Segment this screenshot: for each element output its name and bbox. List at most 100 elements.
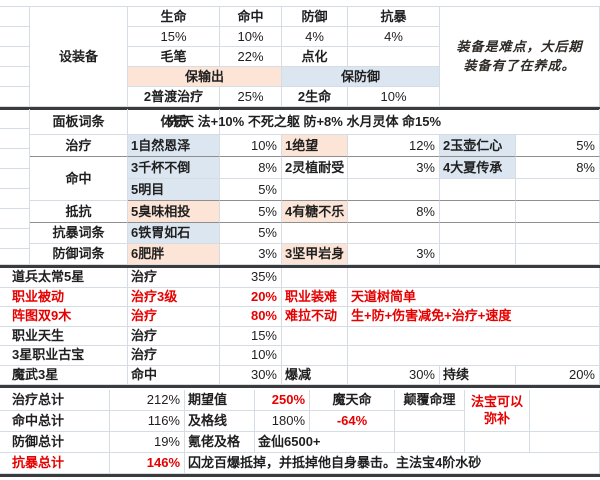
total-value[interactable]: 116% (110, 411, 185, 432)
value-cell[interactable]: 5% (220, 201, 282, 223)
trait-cell[interactable]: 5臭味相投 (128, 201, 220, 223)
panel-header-long[interactable]: 先天 法+10% 不死之躯 防+8% 水月灵体 命15% (168, 109, 600, 135)
trait-cell[interactable]: 2玉壶仁心 (440, 135, 516, 157)
value-cell[interactable]: 20% (220, 287, 282, 307)
value-cell[interactable]: 8% (220, 157, 282, 179)
delta-cell[interactable]: -64% (310, 411, 395, 432)
value-cell[interactable]: 15% (220, 326, 282, 346)
band-keep-output[interactable]: 保输出 (128, 67, 282, 87)
note-line-2: 装备有了在养成。 (463, 58, 576, 73)
source-label[interactable]: 职业天生 (0, 326, 128, 346)
trait-cell[interactable]: 5明目 (128, 179, 220, 201)
metric-value[interactable]: 180% (255, 411, 310, 432)
metric-value[interactable]: 250% (255, 390, 310, 411)
empty-cell (282, 179, 348, 201)
row-label[interactable]: 抗暴词条 (30, 223, 128, 244)
source-stat[interactable]: 治疗3级 (128, 287, 220, 307)
source-stat[interactable]: 治疗 (128, 326, 220, 346)
source-note[interactable]: 天道树简单 (348, 287, 600, 307)
trait-cell[interactable]: 3千杯不倒 (128, 157, 220, 179)
total-value[interactable]: 212% (110, 390, 185, 411)
extra-stat-label[interactable]: 持续 (440, 365, 516, 385)
value-cell[interactable]: 20% (516, 365, 600, 385)
row-label[interactable]: 命中 (30, 157, 128, 201)
value-cell[interactable]: 30% (220, 365, 282, 385)
header-life[interactable]: 生命 (128, 7, 220, 27)
source-stat[interactable]: 治疗 (128, 346, 220, 366)
equip-name-cell[interactable]: 毛笔 (128, 47, 220, 67)
band-keep-defense[interactable]: 保防御 (282, 67, 440, 87)
remedy-note[interactable]: 法宝可以 弥补 (465, 390, 530, 432)
value-cell[interactable]: 35% (220, 268, 282, 288)
empty-cell (348, 223, 440, 244)
equip-name-cell[interactable]: 2生命 (282, 87, 348, 107)
total-value[interactable]: 146% (110, 453, 185, 474)
row-label[interactable]: 防御词条 (30, 244, 128, 265)
trait-cell[interactable]: 6肥胖 (128, 244, 220, 265)
value-cell[interactable]: 5% (220, 223, 282, 244)
total-label[interactable]: 抗暴总计 (0, 453, 110, 474)
trait-cell[interactable]: 3坚甲岩身 (282, 244, 348, 265)
value-cell[interactable]: 3% (220, 244, 282, 265)
empty-cell (516, 223, 600, 244)
value-cell[interactable]: 30% (348, 365, 440, 385)
trait-cell[interactable]: 1绝望 (282, 135, 348, 157)
value-cell[interactable]: 3% (348, 244, 440, 265)
note-cell[interactable]: 颠覆命理 (395, 390, 465, 411)
source-label[interactable]: 魔武3星 (0, 365, 128, 385)
source-stat[interactable]: 治疗 (128, 307, 220, 327)
source-note[interactable]: 职业装难 (282, 287, 348, 307)
value-cell[interactable]: 15% (128, 27, 220, 47)
value-cell[interactable]: 10% (220, 346, 282, 366)
value-cell[interactable]: 10% (220, 135, 282, 157)
source-stat[interactable]: 命中 (128, 365, 220, 385)
empty-cell (282, 223, 348, 244)
extra-stat-label[interactable]: 爆减 (282, 365, 348, 385)
row-label[interactable]: 治疗 (30, 135, 128, 157)
value-cell[interactable]: 8% (348, 201, 440, 223)
source-note[interactable]: 生+防+伤害减免+治疗+速度 (348, 307, 600, 327)
header-crit-resist[interactable]: 抗暴 (348, 7, 440, 27)
value-cell[interactable]: 25% (220, 87, 282, 107)
equip-name-cell[interactable]: 2普渡治疗 (128, 87, 220, 107)
header-defense[interactable]: 防御 (282, 7, 348, 27)
source-label[interactable]: 阵图双9木 (0, 307, 128, 327)
source-label[interactable]: 道兵太常5星 (0, 268, 128, 288)
value-cell[interactable]: 5% (516, 135, 600, 157)
value-cell[interactable]: 12% (348, 135, 440, 157)
value-cell[interactable]: 4% (282, 27, 348, 47)
metric-label[interactable]: 及格线 (185, 411, 255, 432)
panel-header-label[interactable]: 面板词条 (30, 109, 128, 135)
note-cell[interactable]: 魔天命 (310, 390, 395, 411)
trait-cell[interactable]: 4大夏传承 (440, 157, 516, 179)
trait-cell[interactable]: 1自然恩泽 (128, 135, 220, 157)
total-label[interactable]: 命中总计 (0, 411, 110, 432)
source-label[interactable]: 职业被动 (0, 287, 128, 307)
metric-label[interactable]: 期望值 (185, 390, 255, 411)
header-hit[interactable]: 命中 (220, 7, 282, 27)
value-cell[interactable]: 5% (220, 179, 282, 201)
value-cell[interactable]: 3% (348, 157, 440, 179)
value-cell[interactable]: 22% (220, 47, 282, 67)
trait-cell[interactable]: 6铁胃如石 (128, 223, 220, 244)
row-label[interactable]: 抵抗 (30, 201, 128, 223)
metric-label[interactable]: 囚龙百爆抵掉，并抵掉他自身暴击。主法宝4阶水砂 (185, 453, 600, 474)
panel-header-name[interactable]: 体质 (128, 109, 220, 135)
value-cell[interactable]: 4% (348, 27, 440, 47)
value-cell[interactable]: 8% (516, 157, 600, 179)
metric-value[interactable]: 金仙6500+ (255, 432, 395, 453)
total-value[interactable]: 19% (110, 432, 185, 453)
metric-label[interactable]: 氪佬及格 (185, 432, 255, 453)
source-label[interactable]: 3星职业古宝 (0, 346, 128, 366)
source-stat[interactable]: 治疗 (128, 268, 220, 288)
equip-name-cell[interactable]: 点化 (282, 47, 348, 67)
value-cell[interactable]: 80% (220, 307, 282, 327)
trait-cell[interactable]: 4有糖不乐 (282, 201, 348, 223)
value-cell[interactable]: 10% (348, 87, 440, 107)
value-cell[interactable]: 10% (220, 27, 282, 47)
trait-cell[interactable]: 2灵植耐受 (282, 157, 348, 179)
group-label-cell[interactable]: 设装备 (30, 7, 128, 107)
source-note[interactable]: 难拉不动 (282, 307, 348, 327)
total-label[interactable]: 治疗总计 (0, 390, 110, 411)
total-label[interactable]: 防御总计 (0, 432, 110, 453)
